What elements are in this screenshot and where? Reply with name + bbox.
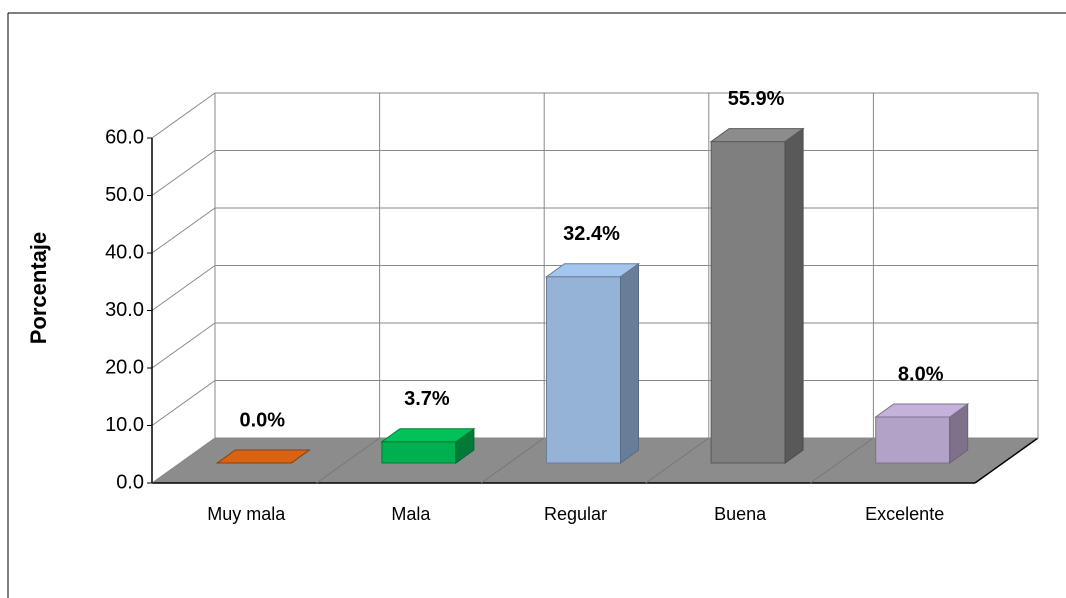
bar-top [215,449,311,464]
grid-line [151,207,216,254]
bar [875,416,951,464]
x-tick-label: Excelente [865,504,944,524]
floor-line [480,437,545,484]
y-tick-label: 0.0 [116,471,144,493]
y-tick-label: 20.0 [105,356,144,378]
y-tick-label: 50.0 [105,184,144,206]
value-label: 3.7% [404,388,450,410]
floor-line [810,437,874,484]
y-tick-label: 60.0 [105,126,144,148]
bar [546,276,621,464]
floor-edge [974,437,1039,484]
bar [381,441,457,464]
bar-side [620,262,639,464]
bar-top [709,128,805,143]
bar-top [380,428,476,443]
grid-line [151,150,216,196]
value-label: 8.0% [898,363,944,385]
floor-line [316,437,380,484]
value-label: 0.0% [240,409,286,431]
y-tick-label: 10.0 [105,414,144,436]
x-tick-label: Buena [714,504,767,524]
bar-top [544,263,641,278]
grid-line [151,437,216,484]
y-tick-label: 40.0 [105,241,144,263]
grid-line [151,265,216,311]
grid-line [151,92,216,139]
x-tick-label: Muy mala [207,504,286,524]
bar-side [784,127,804,464]
floor-line [645,437,710,484]
grid-line [151,380,216,426]
x-tick-label: Mala [391,504,431,524]
grid-line [151,322,216,369]
x-tick-label: Regular [544,504,607,524]
value-label: 55.9% [728,88,785,110]
y-axis-title: Porcentaje [26,232,51,345]
bar-top [874,403,970,418]
y-tick-label: 30.0 [105,299,144,321]
value-label: 32.4% [563,223,620,245]
bar [710,141,786,464]
